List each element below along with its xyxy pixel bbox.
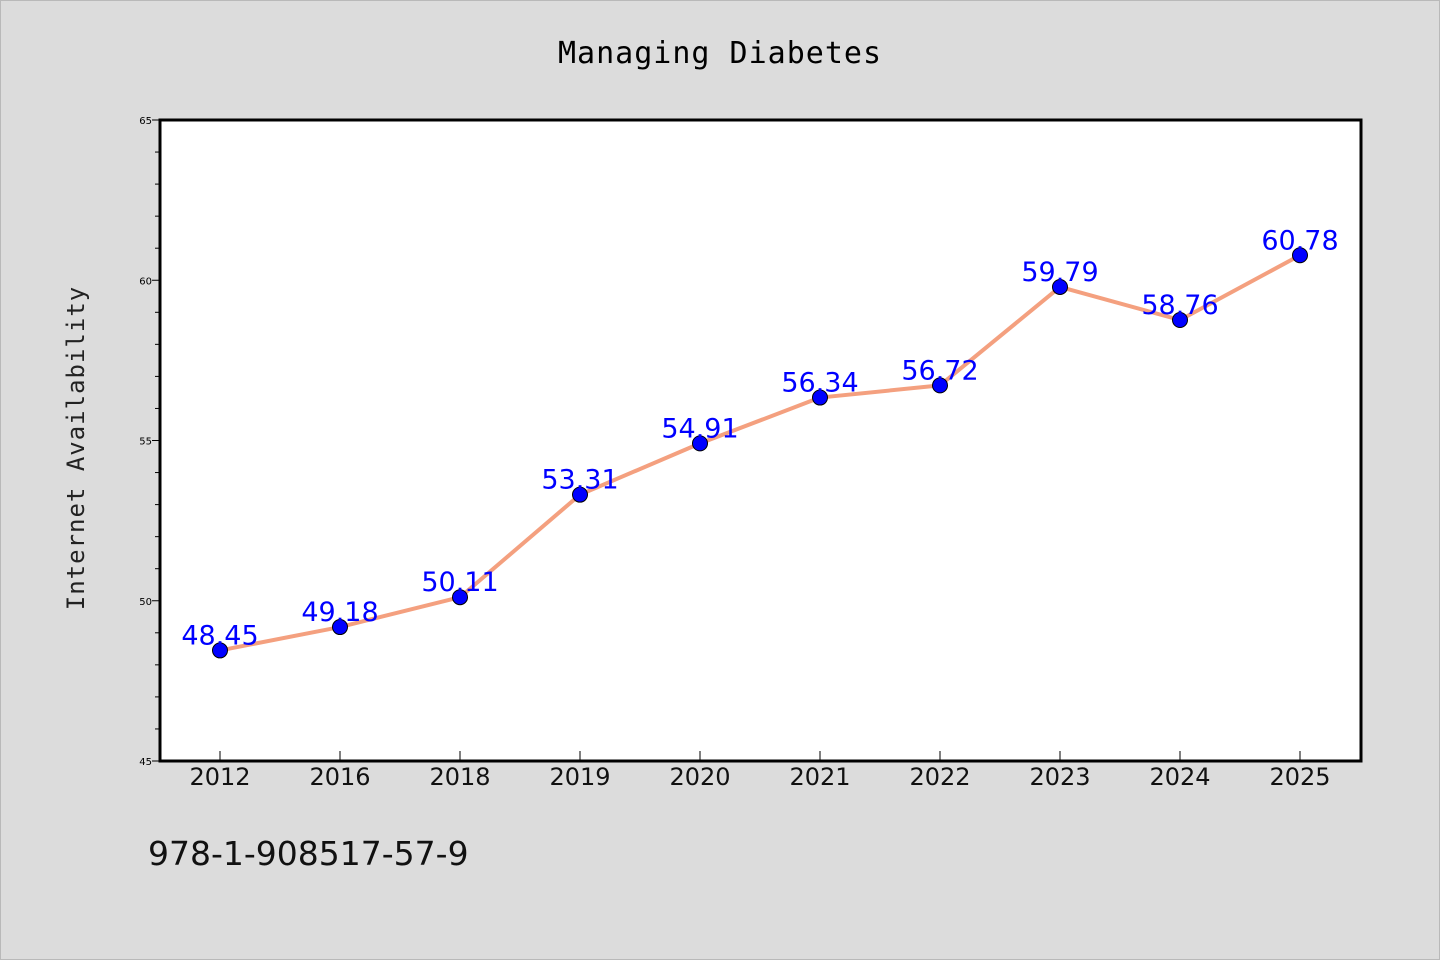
y-axis: 45 50 55 60 65 (139, 116, 160, 768)
x-tick-label: 2023 (1029, 763, 1090, 791)
x-tick-label: 2021 (789, 763, 850, 791)
y-tick-label: 50 (139, 597, 152, 608)
data-point (1292, 247, 1308, 264)
data-label: 49.18 (301, 597, 378, 628)
y-tick-label: 65 (139, 116, 152, 127)
isbn-text: 978-1-908517-57-9 (148, 834, 469, 873)
data-point (212, 642, 228, 659)
data-point (932, 377, 948, 394)
x-tick-label: 2018 (429, 763, 490, 791)
x-tick-label: 2024 (1149, 763, 1210, 791)
chart-title: Managing Diabetes (558, 36, 882, 71)
x-tick-label: 2020 (669, 763, 730, 791)
x-tick-label: 2016 (309, 763, 370, 791)
x-axis: 2012 2016 2018 2019 2020 2021 2022 2023 2024 2025 (189, 751, 1331, 791)
y-tick-label: 60 (139, 276, 152, 287)
data-label: 59.79 (1021, 257, 1098, 288)
data-label: 60.78 (1261, 225, 1338, 256)
x-tick-label: 2019 (549, 763, 610, 791)
x-tick-label: 2012 (189, 763, 250, 791)
series-line (218, 253, 1302, 653)
data-labels: 48.45 49.18 50.11 53.31 54.91 56.34 56.72 59.79… (181, 225, 1338, 651)
series-layer (212, 247, 1308, 659)
data-label: 56.72 (901, 355, 978, 386)
data-point (1052, 278, 1068, 295)
data-label: 58.76 (1141, 290, 1218, 321)
y-axis-label: Internet Availability (62, 286, 90, 610)
data-label: 54.91 (661, 413, 738, 444)
x-tick-label: 2025 (1269, 763, 1330, 791)
y-tick-label: 45 (139, 757, 152, 768)
data-label: 56.34 (781, 368, 858, 399)
y-tick-label: 55 (139, 437, 152, 448)
data-point (1172, 311, 1188, 328)
data-point (812, 389, 828, 406)
data-label: 50.11 (421, 567, 498, 598)
data-label: 48.45 (181, 620, 258, 651)
data-point (692, 435, 708, 452)
data-point (332, 619, 348, 636)
data-point (452, 589, 468, 606)
data-label: 53.31 (541, 465, 618, 496)
plot-area (158, 118, 1363, 763)
x-tick-label: 2022 (909, 763, 970, 791)
data-point (572, 486, 588, 503)
